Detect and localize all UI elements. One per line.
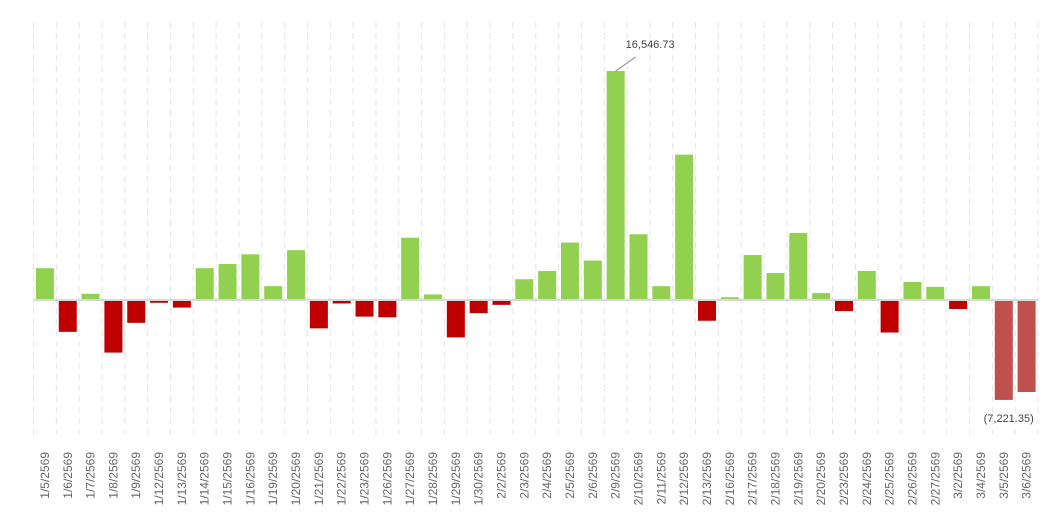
x-tick-label: 3/4/2569	[974, 452, 988, 499]
x-tick-label: 1/12/2569	[152, 452, 166, 506]
x-tick-label: 1/27/2569	[403, 452, 417, 506]
bar-2/25/2569	[880, 300, 899, 333]
x-tick-label: 2/23/2569	[837, 452, 851, 506]
bar-1/7/2569	[81, 293, 100, 300]
x-tick-label: 1/16/2569	[243, 452, 257, 506]
x-tick-label: 2/6/2569	[586, 452, 600, 499]
bar-2/16/2569	[720, 297, 739, 300]
x-tick-label: 1/21/2569	[312, 452, 326, 506]
x-tick-label: 1/26/2569	[380, 452, 394, 506]
x-tick-label: 1/8/2569	[106, 452, 120, 499]
bar-2/26/2569	[903, 282, 922, 300]
x-tick-label: 2/10/2569	[631, 452, 645, 506]
x-tick-label: 1/9/2569	[129, 452, 143, 499]
x-tick-label: 2/3/2569	[517, 452, 531, 499]
x-tick-label: 2/9/2569	[609, 452, 623, 499]
bar-1/8/2569	[104, 300, 123, 353]
bar-1/29/2569	[446, 300, 465, 338]
x-tick-label: 1/29/2569	[449, 452, 463, 506]
bar-1/22/2569	[332, 300, 351, 304]
x-axis-labels: 1/5/2569 1/6/2569 1/7/2569 1/8/2569 1/9/2569…	[38, 452, 1034, 506]
bar-1/19/2569	[264, 286, 283, 300]
bar-1/27/2569	[401, 237, 420, 300]
x-tick-label: 2/16/2569	[723, 452, 737, 506]
x-tick-label: 2/11/2569	[654, 452, 668, 505]
bar-2/12/2569	[675, 154, 694, 300]
bars	[35, 71, 1036, 400]
bar-2/27/2569	[926, 286, 945, 300]
x-tick-label: 2/20/2569	[814, 452, 828, 506]
bar-2/17/2569	[743, 255, 762, 300]
bar-2/19/2569	[789, 232, 808, 300]
bar-1/13/2569	[172, 300, 191, 308]
bar-2/18/2569	[766, 273, 785, 300]
bar-3/6/2569	[1017, 300, 1036, 393]
bar-1/21/2569	[309, 300, 328, 329]
bar-1/14/2569	[195, 268, 214, 300]
x-tick-label: 1/22/2569	[335, 452, 349, 506]
bar-1/23/2569	[355, 300, 374, 317]
x-tick-label: 3/5/2569	[997, 452, 1011, 499]
bar-1/5/2569	[35, 268, 54, 300]
bar-1/28/2569	[424, 294, 443, 300]
x-tick-label: 1/14/2569	[198, 452, 212, 506]
bar-3/4/2569	[971, 286, 990, 300]
x-tick-label: 2/4/2569	[540, 452, 554, 499]
x-tick-label: 2/27/2569	[928, 452, 942, 506]
bar-1/12/2569	[150, 300, 169, 303]
data-label-max: 16,546.73	[626, 39, 675, 51]
bar-2/24/2569	[857, 270, 876, 300]
x-tick-label: 2/13/2569	[700, 452, 714, 506]
bar-1/9/2569	[127, 300, 146, 323]
x-tick-label: 1/7/2569	[84, 452, 98, 499]
bar-2/11/2569	[652, 286, 671, 300]
bar-2/13/2569	[697, 300, 716, 321]
bar-3/5/2569	[994, 300, 1013, 400]
bar-1/26/2569	[378, 300, 397, 318]
bar-2/9/2569	[606, 71, 625, 300]
annotation-leader-line	[615, 56, 637, 72]
bar-1/16/2569	[241, 254, 260, 300]
x-tick-label: 1/23/2569	[358, 452, 372, 506]
x-tick-label: 2/2/2569	[495, 452, 509, 499]
bar-2/2/2569	[492, 300, 511, 305]
x-tick-label: 2/26/2569	[905, 452, 919, 506]
x-tick-label: 3/2/2569	[951, 452, 965, 499]
bar-1/30/2569	[469, 300, 488, 314]
x-tick-label: 2/24/2569	[860, 452, 874, 506]
x-tick-label: 2/12/2569	[677, 452, 691, 506]
bar-1/20/2569	[287, 250, 306, 300]
x-tick-label: 1/6/2569	[61, 452, 75, 499]
annotations: 16,546.73 (7,221.35)	[615, 39, 1034, 425]
bar-2/4/2569	[538, 270, 557, 300]
bar-2/20/2569	[812, 293, 831, 300]
bar-1/6/2569	[58, 300, 77, 332]
x-tick-label: 1/15/2569	[221, 452, 235, 506]
x-tick-label: 2/19/2569	[791, 452, 805, 506]
x-tick-label: 1/28/2569	[426, 452, 440, 506]
bar-2/23/2569	[834, 300, 853, 312]
x-tick-label: 3/6/2569	[1020, 452, 1034, 499]
bar-3/2/2569	[949, 300, 968, 309]
x-tick-label: 2/18/2569	[768, 452, 782, 506]
gridlines	[33, 22, 1039, 440]
bar-2/6/2569	[583, 260, 602, 300]
x-tick-label: 1/13/2569	[175, 452, 189, 506]
x-tick-label: 1/5/2569	[38, 452, 52, 499]
x-tick-label: 1/30/2569	[472, 452, 486, 506]
x-tick-label: 1/20/2569	[289, 452, 303, 506]
x-tick-label: 2/5/2569	[563, 452, 577, 499]
x-tick-label: 1/19/2569	[266, 452, 280, 506]
bar-2/5/2569	[561, 242, 579, 300]
data-label-min: (7,221.35)	[984, 413, 1034, 425]
bar-2/10/2569	[629, 234, 648, 300]
x-tick-label: 2/17/2569	[746, 452, 760, 506]
bar-1/15/2569	[218, 264, 237, 300]
x-tick-label: 2/25/2569	[883, 452, 897, 506]
bar-2/3/2569	[515, 279, 534, 300]
